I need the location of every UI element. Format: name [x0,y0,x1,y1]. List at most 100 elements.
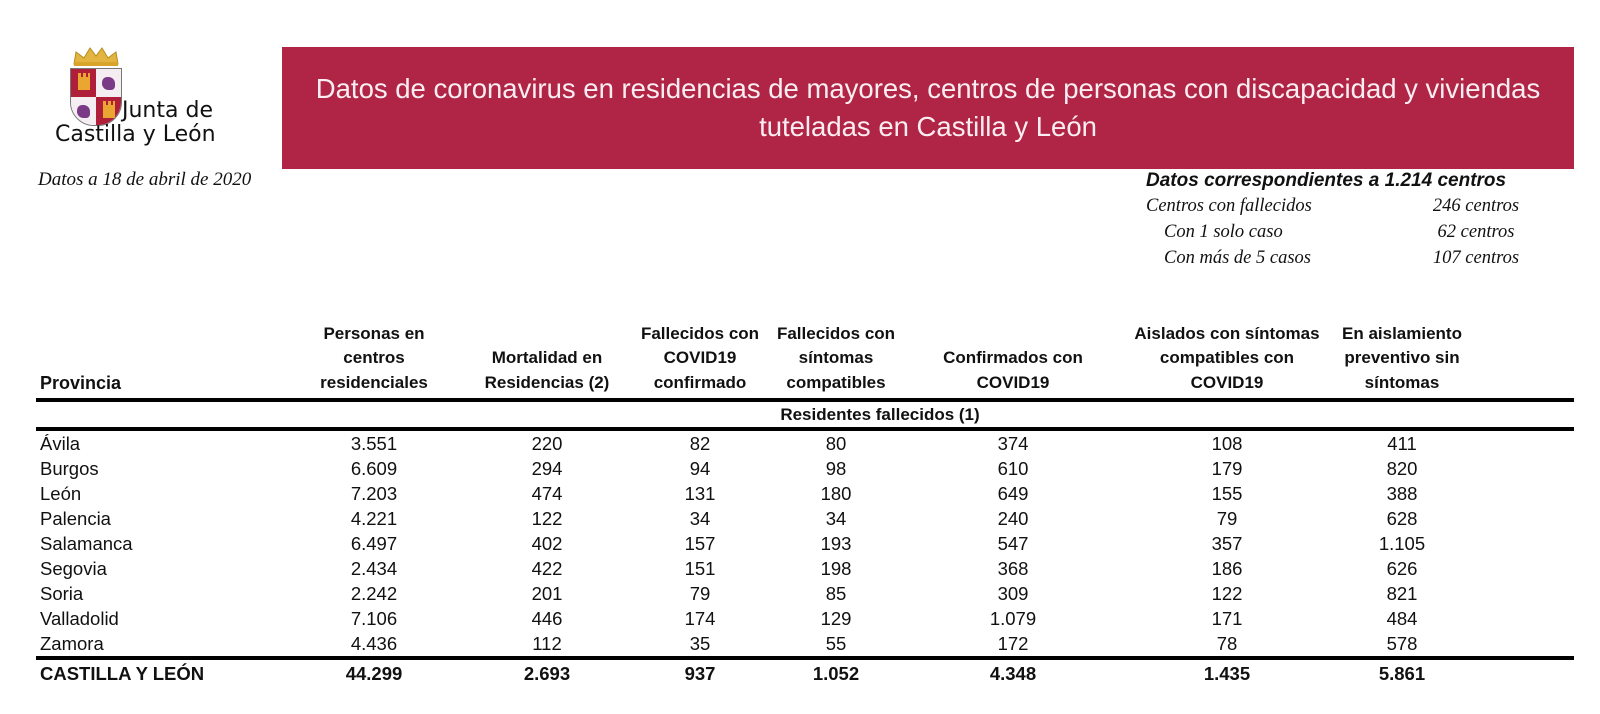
column-header: Provincia [40,371,240,396]
table-cell: 179 [1211,458,1243,479]
table-cell: 94 [689,458,711,479]
province-name: León [40,483,82,504]
lion-icon [102,76,115,90]
table-cell: 193 [820,533,852,554]
column-header: Confirmados con COVID19 [923,346,1103,395]
table-cell: 34 [689,508,711,529]
column-header: Fallecidos con síntomas compatibles [761,322,911,396]
table-cell: 388 [1386,483,1418,504]
summary-value: 62 centros [1437,222,1515,242]
table-cell: 34 [825,508,847,529]
table-cell: 55 [825,633,847,654]
column-header-line: síntomas [1364,372,1440,392]
table-cell: 309 [997,583,1029,604]
table-cell: 240 [997,508,1029,529]
coat-of-arms-icon [70,68,122,126]
table-cell: 98 [825,458,847,479]
column-header-line: Confirmados con [943,348,1083,367]
table-row: Palencia 4.221 122 34 34 240 79 628 [36,506,1574,531]
table-cell: 151 [684,558,716,579]
column-header-line: Fallecidos con [640,323,760,343]
column-header-line: centros [343,348,405,367]
centers-summary: Datos correspondientes a 1.214 centros C… [1146,170,1546,270]
table-cell: 180 [820,483,852,504]
province-name: Ávila [40,433,81,454]
province-name: Burgos [40,458,99,479]
table-cell: 4.436 [350,633,398,654]
table-row: Salamanca 6.497 402 157 193 547 357 1.105 [36,531,1574,556]
column-header-line: COVID19 [663,348,737,367]
castle-icon [77,72,90,90]
table-cell: 626 [1386,558,1418,579]
table-cell: 35 [689,633,711,654]
total-cell: 4.348 [989,663,1037,684]
column-header-line: Fallecidos con [776,323,896,343]
table-row: Zamora 4.436 112 35 55 172 78 578 [36,631,1574,656]
header-rule [36,398,1574,402]
column-header: En aislamiento preventivo sin síntomas [1312,322,1492,396]
table-cell: 357 [1211,533,1243,554]
column-header-line: síntomas [798,348,874,367]
summary-label: Centros con fallecidos [1146,196,1312,216]
province-name: Valladolid [40,608,119,629]
date-note: Datos a 18 de abril de 2020 [38,169,252,190]
column-header-line: Personas en [323,323,425,343]
table-cell: 7.106 [350,608,398,629]
title-banner: Datos de coronavirus en residencias de m… [282,47,1574,169]
table-cell: 220 [531,433,563,454]
table-cell: 610 [997,458,1029,479]
total-row: CASTILLA Y LEÓN 44.299 2.693 937 1.052 4.348 1… [36,660,1574,690]
summary-label: Con 1 solo caso [1164,222,1283,242]
page-title: Datos de coronavirus en residencias de m… [315,73,1541,142]
total-label: CASTILLA Y LEÓN [40,663,205,684]
table-cell: 131 [684,483,716,504]
table-row: León 7.203 474 131 180 649 155 388 [36,481,1574,506]
table-row: Segovia 2.434 422 151 198 368 186 626 [36,556,1574,581]
column-header-line: COVID19 [976,372,1050,392]
table-cell: 171 [1211,608,1243,629]
table-cell: 422 [531,558,563,579]
column-header-line: compatibles con [1159,348,1295,367]
province-name: Soria [40,583,84,604]
table-cell: 446 [531,608,563,629]
column-header: Personas en centros residenciales [289,322,459,396]
column-header: Mortalidad en Residencias (2) [462,346,632,395]
castle-icon [102,100,115,118]
column-header-line: COVID19 [1190,372,1264,392]
table-cell: 174 [684,608,716,629]
table-cell: 155 [1211,483,1243,504]
table-cell: 85 [825,583,847,604]
summary-label: Con más de 5 casos [1164,248,1311,268]
table-cell: 294 [531,458,563,479]
province-name: Salamanca [40,533,133,554]
table-cell: 402 [531,533,563,554]
table-cell: 122 [531,508,563,529]
summary-value: 107 centros [1432,248,1520,268]
junta-castilla-leon-logo: Junta de Castilla y León [54,46,244,156]
table-cell: 821 [1386,583,1418,604]
table-row: Valladolid 7.106 446 174 129 1.079 171 484 [36,606,1574,631]
subheader-rule [36,427,1574,431]
column-header-line: preventivo sin [1344,348,1460,367]
table-body: Ávila 3.551 220 82 80 374 108 411 Burgos 6.609 294… [36,431,1574,656]
column-header-line: Provincia [40,372,122,393]
table-cell: 547 [997,533,1029,554]
table-cell: 1.079 [989,608,1037,629]
total-cell: 44.299 [345,663,403,684]
total-cell: 937 [684,663,716,684]
column-header-line: residenciales [320,372,428,392]
table-header: Provincia Personas en centros residenciales… [36,320,1574,398]
summary-value: 246 centros [1432,196,1520,216]
table-cell: 374 [997,433,1029,454]
table-row: Burgos 6.609 294 94 98 610 179 820 [36,456,1574,481]
summary-row: Centros con fallecidos 246 centros [1146,192,1546,218]
column-header-line: Mortalidad en [491,348,603,367]
table-cell: 129 [820,608,852,629]
table-cell: 79 [1216,508,1238,529]
table-cell: 82 [689,433,711,454]
total-cell: 1.052 [812,663,860,684]
column-header: Fallecidos con COVID19 confirmado [625,322,775,396]
table-cell: 2.242 [350,583,398,604]
table-row: Ávila 3.551 220 82 80 374 108 411 [36,431,1574,456]
table-cell: 201 [531,583,563,604]
